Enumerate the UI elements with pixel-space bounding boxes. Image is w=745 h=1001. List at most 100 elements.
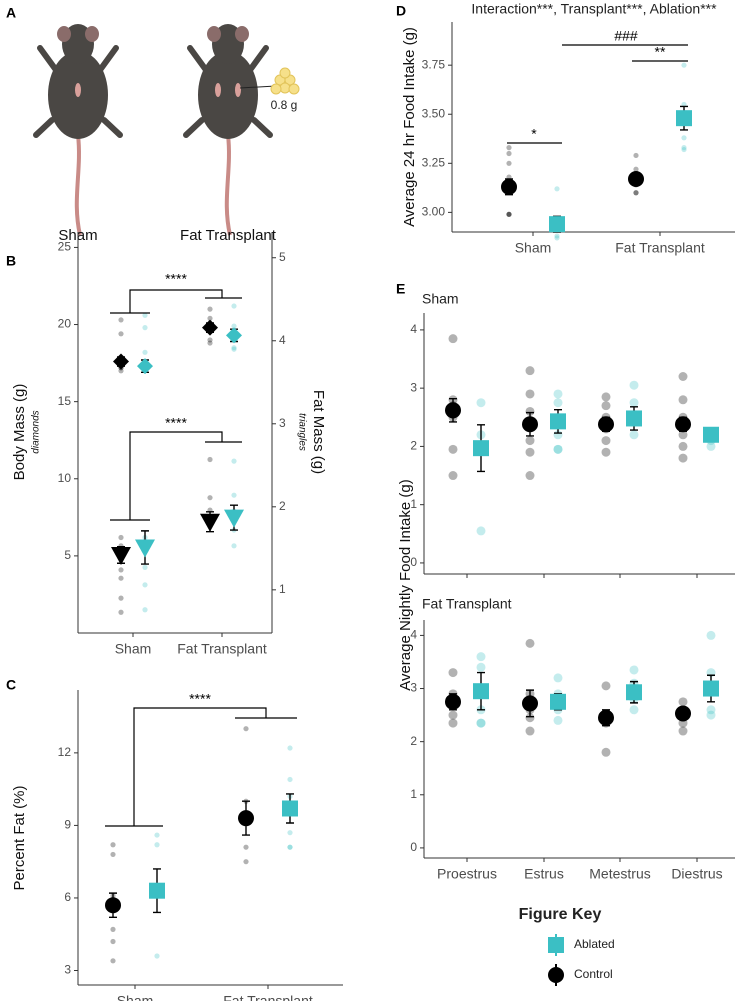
mean-marker: [238, 810, 254, 827]
data-point: [601, 681, 611, 691]
mean-marker: [226, 327, 242, 344]
y-axis-note: diamonds: [31, 410, 42, 453]
data-point: [706, 710, 716, 720]
data-point: [681, 62, 687, 68]
data-point: [110, 842, 116, 848]
mean-marker: [550, 693, 566, 710]
graft-mass: 0.8 g: [271, 98, 298, 112]
data-point: [525, 713, 535, 723]
data-point: [525, 406, 535, 416]
y2-tick-label: 1: [279, 582, 286, 596]
data-point: [118, 567, 124, 573]
data-point: [506, 145, 512, 151]
data-point: [629, 665, 639, 675]
data-point: [506, 150, 512, 157]
data-point: [476, 718, 486, 728]
x-tick-label: Sham: [515, 240, 552, 256]
data-point: [678, 726, 688, 736]
data-point: [448, 444, 458, 454]
y-tick-label: 3: [64, 963, 71, 977]
y-tick-label: 4: [410, 322, 417, 336]
y2-axis-note: triangles: [296, 413, 307, 451]
mean-marker: [445, 402, 461, 419]
data-point: [476, 662, 486, 672]
y-tick-label: 3.25: [422, 155, 446, 169]
y-tick-label: 5: [64, 548, 71, 562]
data-point: [678, 430, 688, 440]
legend-label: Control: [574, 967, 613, 981]
significance-bracket: [105, 707, 297, 827]
data-point: [207, 337, 213, 343]
data-point: [525, 366, 535, 376]
data-point: [601, 747, 611, 757]
data-point: [553, 444, 563, 454]
significance-label: **: [655, 44, 666, 60]
data-point: [506, 160, 512, 166]
mouse-sham: [33, 24, 123, 236]
data-point: [154, 842, 160, 848]
data-point: [118, 595, 124, 601]
y2-tick-label: 2: [279, 499, 286, 513]
data-point: [142, 349, 148, 355]
data-point: [231, 346, 237, 352]
y-tick-label: 0: [410, 840, 417, 854]
y-tick-label: 0: [410, 555, 417, 569]
data-point: [154, 832, 160, 838]
data-point: [231, 323, 237, 329]
data-point: [678, 395, 688, 405]
mean-marker: [675, 416, 691, 433]
data-point: [678, 697, 688, 707]
data-point: [118, 368, 124, 374]
data-point: [231, 543, 237, 549]
x-tick-label: Estrus: [524, 866, 564, 882]
data-point: [142, 312, 148, 318]
panel-label: B: [6, 253, 16, 269]
data-point: [287, 745, 293, 751]
data-point: [633, 190, 639, 196]
y-tick-label: 3.00: [422, 205, 446, 219]
y-tick-label: 2: [410, 734, 417, 748]
y-tick-label: 2: [410, 439, 417, 453]
data-point: [601, 447, 611, 457]
data-point: [678, 441, 688, 451]
mean-marker: [703, 426, 719, 443]
y2-tick-label: 3: [279, 416, 286, 430]
mean-marker: [111, 546, 131, 565]
y2-tick-label: 4: [279, 333, 286, 347]
x-tick-label: Fat Transplant: [223, 993, 313, 1001]
mean-marker: [105, 897, 121, 914]
x-tick-label: Fat Transplant: [177, 641, 267, 657]
data-point: [681, 146, 687, 153]
mean-marker: [473, 683, 489, 700]
data-point: [601, 436, 611, 446]
data-point: [553, 673, 563, 683]
panel-label: D: [396, 3, 406, 19]
data-point: [678, 372, 688, 382]
x-tick-label: Proestrus: [437, 866, 497, 882]
data-point: [601, 401, 611, 411]
y-tick-label: 15: [58, 394, 72, 408]
data-point: [476, 718, 486, 728]
legend-title: Figure Key: [519, 906, 602, 923]
data-point: [448, 471, 458, 481]
mean-marker: [200, 513, 220, 532]
significance-bracket: [110, 431, 242, 521]
y-tick-label: 3: [410, 681, 417, 695]
mean-marker: [445, 693, 461, 710]
data-point: [118, 317, 124, 323]
y-tick-label: 3.75: [422, 57, 446, 71]
y-tick-label: 4: [410, 628, 417, 642]
significance-label: *: [531, 126, 537, 142]
mean-marker: [550, 413, 566, 430]
mean-marker: [676, 110, 692, 127]
data-point: [142, 325, 148, 331]
y-tick-label: 1: [410, 787, 417, 801]
data-point: [553, 715, 563, 725]
significance-label: ###: [614, 28, 638, 44]
data-point: [525, 726, 535, 736]
mean-marker: [549, 216, 565, 233]
data-point: [118, 534, 124, 541]
data-point: [207, 315, 213, 321]
